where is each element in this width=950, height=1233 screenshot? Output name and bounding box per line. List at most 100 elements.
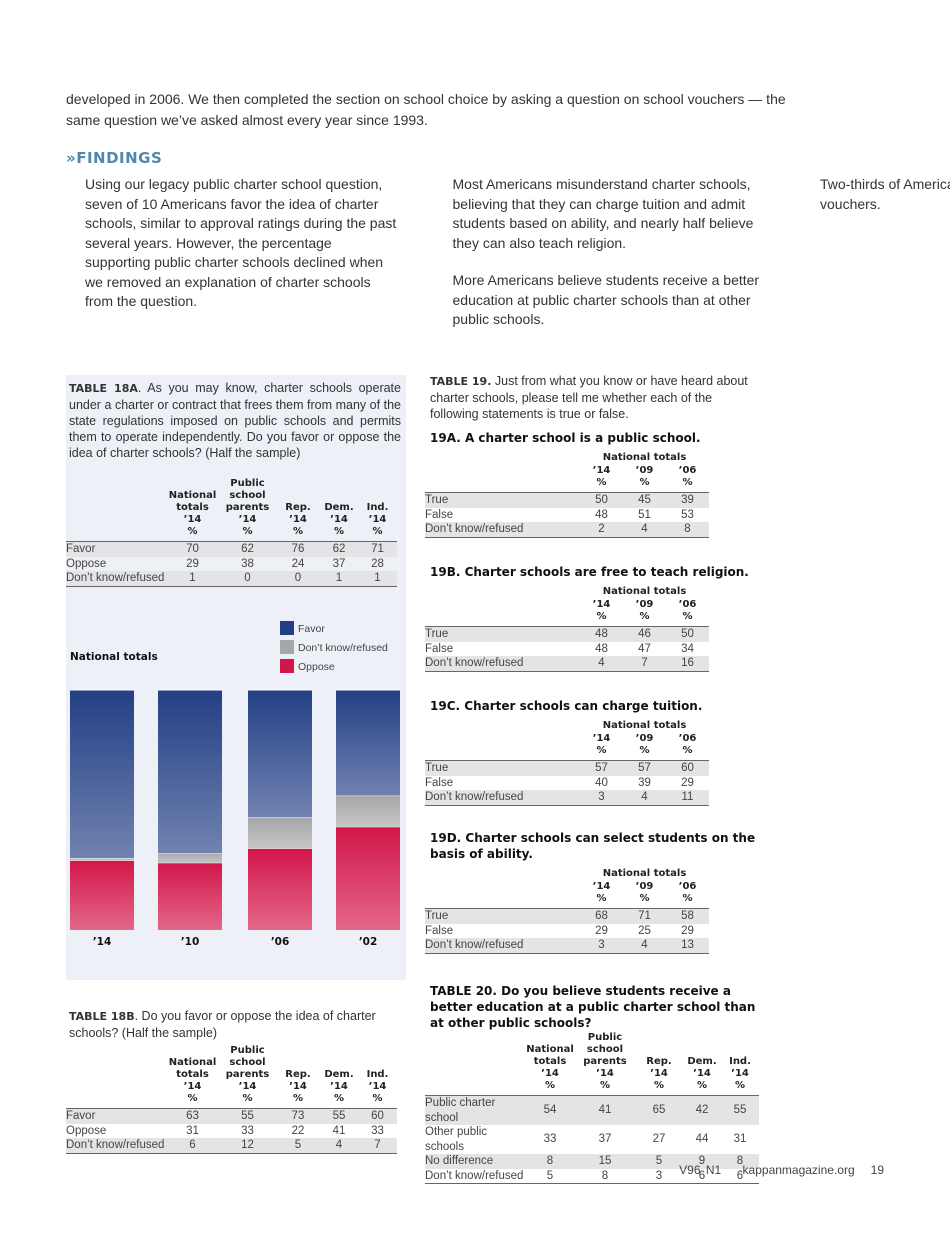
x-tick-label: ’06: [271, 936, 290, 948]
row-label: Favor: [66, 1110, 96, 1122]
header-line: ’14: [650, 1068, 668, 1079]
header-line: National: [168, 1057, 217, 1068]
findings-heading: »FINDINGS: [66, 149, 163, 167]
header-line: totals: [176, 502, 209, 513]
row-label: Don’t know/refused: [66, 571, 166, 587]
cell-value: 37: [332, 557, 346, 570]
table-label: TABLE 18A: [69, 382, 138, 395]
cell-value: 39: [681, 494, 694, 506]
cell-value: 62: [241, 543, 254, 555]
header-line: %: [599, 1080, 611, 1091]
table-title: TABLE 20. Do you believe students receiv…: [430, 983, 765, 1031]
column-header: ’09%: [623, 599, 666, 627]
header-line: Rep.: [285, 502, 311, 513]
column-header: Ind. ’14%: [358, 478, 397, 542]
table-head: National totals ’14% Public school parents ’1…: [425, 1032, 765, 1096]
table-part: 19C. Charter schools can charge tuition.…: [425, 698, 765, 806]
cell-value: 3: [580, 790, 623, 806]
group-header: National totals: [602, 452, 687, 463]
cell-value: 1: [358, 571, 397, 587]
table-row: Don’t know/refused 1 0 0 1 1: [66, 571, 406, 587]
caption-text: Do you believe students receive a better…: [430, 984, 756, 1030]
header-line: %: [187, 526, 198, 537]
header-line: %: [292, 1093, 304, 1104]
row-label: True: [425, 910, 449, 922]
col: [709, 586, 765, 671]
header-line: parents: [583, 1056, 627, 1067]
col: [397, 1045, 406, 1153]
group-header: National totals: [602, 868, 687, 879]
caption-text: Just from what you know or have heard ab…: [430, 374, 748, 421]
bar-shade: [248, 690, 312, 818]
cell-value: 8: [546, 1155, 554, 1167]
chart-label: National totals: [70, 651, 158, 663]
cell-value: 4: [580, 656, 623, 672]
header-row: National totals: [425, 452, 765, 465]
header-line: ’09: [635, 599, 654, 610]
bar-shade: [70, 858, 134, 861]
column-header: ’09%: [623, 881, 666, 909]
row-label: False: [425, 924, 454, 937]
header-line: %: [639, 477, 650, 488]
header-line: ’14: [330, 1081, 348, 1092]
table-row: True 68 71 58: [425, 908, 765, 924]
row-label: Don’t know/refused: [425, 1168, 525, 1184]
data-table: National totals ’14% ’09% ’06% True 48 46 50 Fal…: [425, 586, 765, 672]
header-row: ’14% ’09% ’06%: [425, 881, 765, 909]
header-line: ’14: [592, 881, 611, 892]
table-head: National totals ’14% ’09% ’06%: [425, 452, 765, 493]
row-label: Public charter school: [425, 1097, 496, 1124]
legend-swatch: [280, 659, 294, 673]
column-header: Public school parents ’14%: [575, 1032, 635, 1096]
table: National totals ’14% Public school parents ’14…: [66, 478, 406, 587]
header-line: %: [639, 611, 650, 622]
cell-value: 39: [638, 776, 651, 789]
cell-value: 57: [595, 762, 608, 774]
header-line: %: [292, 526, 304, 537]
table-row: False 40 39 29: [425, 776, 765, 791]
data-table: National totals ’14% ’09% ’06% True 68 71 58 Fal…: [425, 868, 765, 954]
bar-shade: [336, 795, 400, 827]
row-label: No difference: [425, 1155, 494, 1167]
column-header: National totals ’14%: [525, 1032, 575, 1096]
header-line: %: [734, 1080, 746, 1091]
cell-value: 37: [598, 1133, 612, 1146]
row-label: Other public schools: [425, 1126, 488, 1153]
cell-value: 57: [638, 762, 651, 774]
bar-shade: [336, 690, 400, 796]
part-title-text: Charter schools can select students on t…: [430, 831, 756, 861]
header-row: National totals: [425, 720, 765, 733]
header-line: %: [682, 745, 693, 756]
cell-value: 60: [681, 762, 694, 774]
cell-value: 38: [241, 557, 254, 570]
part-title: 19B. Charter schools are free to teach r…: [425, 564, 765, 580]
column-header: Rep. ’14%: [276, 478, 320, 542]
cell-value: 3: [635, 1168, 683, 1184]
header-cell: [425, 465, 580, 493]
table-label: TABLE 20.: [430, 984, 497, 998]
paragraph: Using our legacy public charter school q…: [85, 176, 397, 309]
cell-value: 4: [623, 790, 666, 806]
column-header: National totals ’14%: [166, 478, 219, 542]
header-row: National totals ’14% Public school parents ’1…: [425, 1032, 765, 1096]
header-row: National totals: [425, 868, 765, 881]
cell-value: 34: [681, 642, 694, 655]
caption-text: . As you may know, charter schools opera…: [69, 381, 401, 460]
part-title: 19C. Charter schools can charge tuition.: [425, 698, 765, 714]
header-line: Public school: [229, 1045, 266, 1068]
cell-value: 3: [580, 938, 623, 954]
header-line: %: [596, 745, 607, 756]
cell-value: 5: [276, 1138, 320, 1154]
header-line: Public school: [586, 1032, 624, 1055]
column-header: Dem. ’14%: [320, 1045, 358, 1109]
header-line: %: [333, 526, 345, 537]
cell-value: 25: [638, 924, 651, 937]
part-label: 19B.: [430, 565, 461, 579]
col: [709, 452, 765, 537]
header-line: ’14: [368, 514, 387, 525]
header-line: parents: [225, 502, 270, 513]
header-line: totals: [176, 1069, 209, 1080]
header-line: ’06: [678, 733, 697, 744]
row-label: False: [425, 642, 454, 655]
cell-value: 46: [638, 628, 651, 640]
